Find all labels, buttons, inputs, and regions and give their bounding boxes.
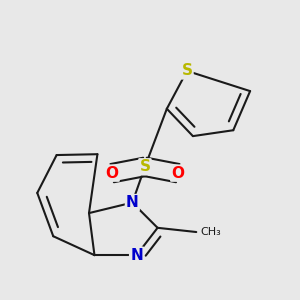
Text: N: N (130, 248, 143, 263)
Text: S: S (140, 159, 151, 174)
Text: CH₃: CH₃ (200, 227, 221, 237)
Text: O: O (106, 166, 118, 181)
Text: N: N (126, 195, 139, 210)
Text: O: O (171, 166, 184, 181)
Text: S: S (182, 63, 193, 78)
